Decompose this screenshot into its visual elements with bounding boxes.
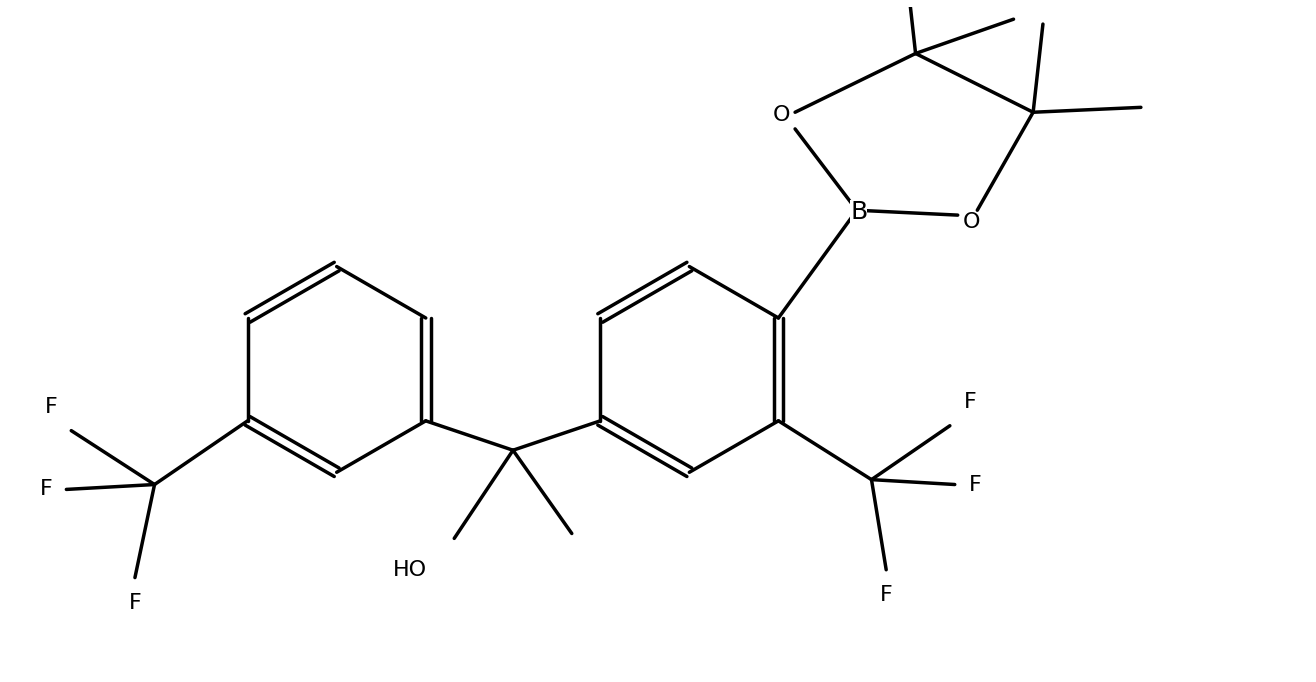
Text: F: F [45,397,58,417]
Text: F: F [969,475,982,494]
Text: HO: HO [392,560,426,580]
Text: O: O [772,105,790,125]
Text: B: B [850,201,867,224]
Text: F: F [880,585,892,606]
Text: F: F [39,479,53,499]
Text: O: O [963,212,980,232]
Text: F: F [963,392,976,412]
Text: F: F [129,593,141,613]
